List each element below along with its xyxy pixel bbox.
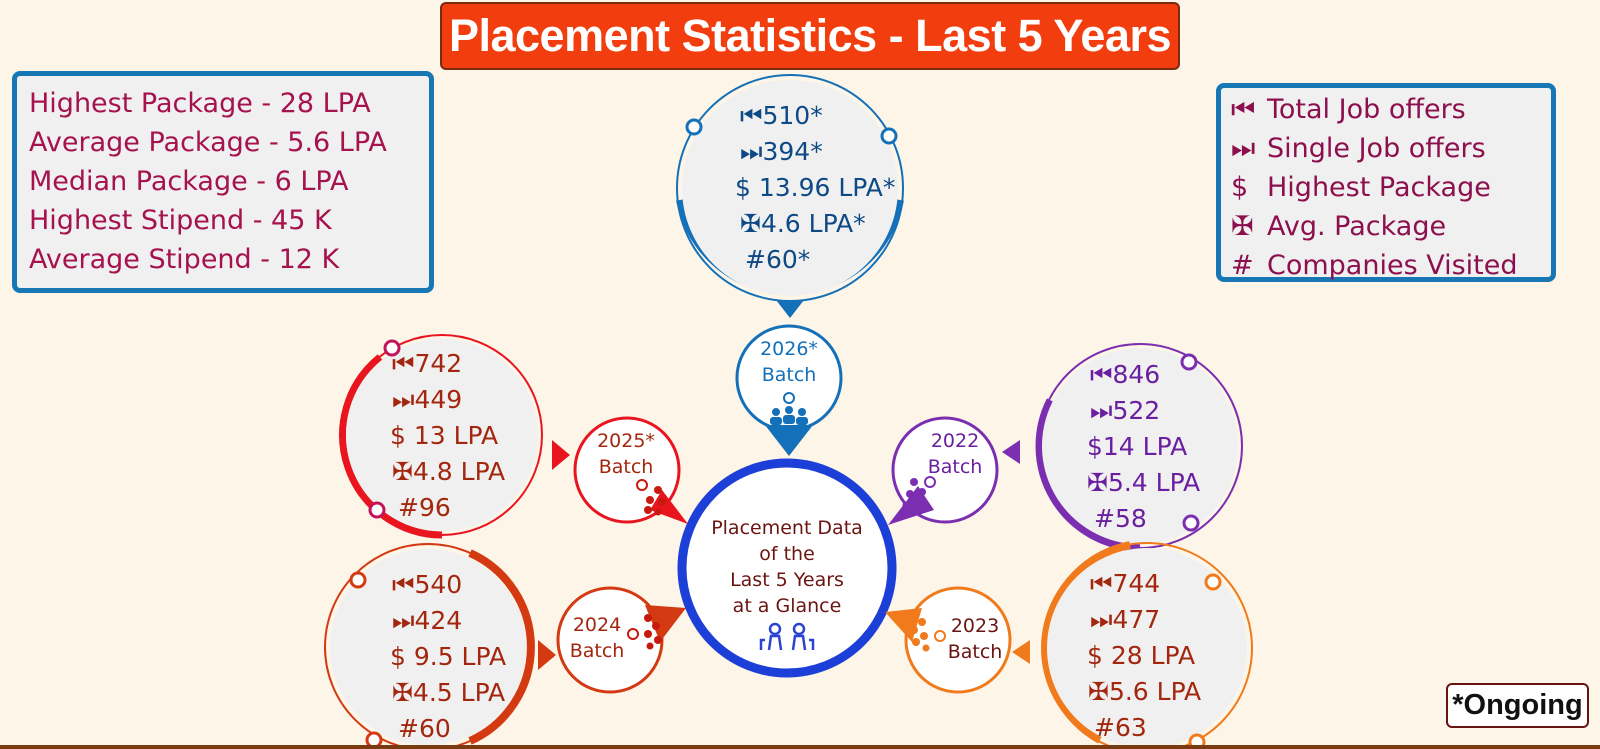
legend-label: Total Job offers [1267,94,1466,125]
legend-label: Single Job offers [1267,133,1486,164]
stat-highest-stipend: Highest Stipend - 45 K [29,205,332,236]
center-hub: Placement Data of the Last 5 Years at a … [677,458,897,678]
batch-2022-year: 2022 [931,430,979,452]
batch-2024-highest-package: $ 9.5 LPA [390,642,506,671]
batch-2023-total-offers: ⏮744 [1090,569,1160,598]
batch-2023-companies: #63 [1094,713,1147,742]
bottom-divider [0,745,1600,749]
legend-total-offers: ⏮ Total Job offers [1231,90,1541,129]
summary-stats-box: Highest Package - 28 LPA Average Package… [12,71,434,293]
batch-2026-highest-package: $ 13.96 LPA* [735,173,895,202]
hash-icon: # [1231,250,1254,281]
batch-2026-single-offers: ⏭394* [740,137,823,166]
legend-box: ⏮ Total Job offers ⏭ Single Job offers $ Hi… [1216,83,1556,282]
people-icon [759,622,815,651]
legend-avg-package: ✠ Avg. Package [1231,207,1541,246]
cross-icon: ✠ [1231,211,1254,242]
batch-2026-companies: #60* [745,245,810,274]
batch-2023-highest-package: $ 28 LPA [1087,641,1195,670]
batch-2024-total-offers: ⏮540 [392,570,462,599]
stat-median-package: Median Package - 6 LPA [29,166,349,197]
rewind-icon: ⏮ [1231,94,1256,125]
batch-2024-avg-package: ✠4.5 LPA [392,678,505,707]
legend-label: Avg. Package [1267,211,1447,242]
center-line-1: Placement Data [711,517,863,539]
batch-2025-companies: #96 [398,493,451,522]
cluster-icon [636,479,666,516]
fast-forward-icon: ⏭ [1231,133,1256,164]
batch-2022-single-offers: ⏭522 [1090,396,1160,425]
batch-2026-year: 2026* [760,338,818,360]
batch-2023-year: 2023 [951,615,999,637]
batch-2025-single-offers: ⏭449 [392,385,462,414]
batch-2025-year: 2025* [597,430,655,452]
batch-2022-highest-package: $14 LPA [1087,432,1187,461]
dollar-icon: $ [1231,172,1249,203]
batch-2022-label: Batch [928,456,983,478]
batch-2025-avg-package: ✠4.8 LPA [392,457,505,486]
cluster-icon [910,618,946,652]
batch-2022-total-offers: ⏮846 [1090,360,1160,389]
ongoing-footnote: *Ongoing [1446,683,1589,728]
batch-2025: ⏮742 ⏭449 $ 13 LPA ✠4.8 LPA #96 2025* Ba… [339,334,688,539]
cluster-icon [627,614,662,650]
cluster-icon [902,476,936,509]
batch-2026-label: Batch [762,364,817,386]
batch-2024-label: Batch [570,640,625,662]
batch-2023-label: Batch [948,641,1003,663]
legend-companies: # Companies Visited [1231,246,1541,285]
batch-2023-single-offers: ⏭477 [1090,605,1160,634]
batch-2023-avg-package: ✠5.6 LPA [1088,677,1201,706]
batch-2024-companies: #60 [398,714,451,743]
batch-2026-avg-package: ✠4.6 LPA* [740,209,866,238]
batch-2022-companies: #58 [1094,504,1147,533]
batch-2022-avg-package: ✠5.4 LPA [1087,468,1200,497]
batch-2026-total-offers: ⏮510* [740,101,823,130]
center-line-3: Last 5 Years [730,569,844,591]
batch-2026: ⏮510* ⏭394* $ 13.96 LPA* ✠4.6 LPA* #60* … [676,74,904,456]
legend-highest-package: $ Highest Package [1231,168,1541,207]
batch-2025-label: Batch [599,456,654,478]
stat-average-package: Average Package - 5.6 LPA [29,127,387,158]
group-icon [770,392,808,425]
center-line-2: of the [759,543,815,565]
legend-label: Companies Visited [1267,250,1518,281]
batch-2025-total-offers: ⏮742 [392,349,462,378]
stat-average-stipend: Average Stipend - 12 K [29,244,340,275]
batch-2024-year: 2024 [573,614,621,636]
page-title: Placement Statistics - Last 5 Years [440,2,1180,70]
batch-2024-single-offers: ⏭424 [392,606,462,635]
stat-highest-package: Highest Package - 28 LPA [29,88,371,119]
batch-2023: ⏮744 ⏭477 $ 28 LPA ✠5.6 LPA #63 2023 Bat… [885,541,1253,749]
center-line-4: at a Glance [733,595,842,617]
batch-2025-highest-package: $ 13 LPA [390,421,498,450]
batch-2022: ⏮846 ⏭522 $14 LPA ✠5.4 LPA #58 2022 Batc… [888,343,1243,552]
legend-label: Highest Package [1267,172,1491,203]
batch-2024: ⏮540 ⏭424 $ 9.5 LPA ✠4.5 LPA #60 2024 Ba… [324,543,686,749]
legend-single-offers: ⏭ Single Job offers [1231,129,1541,168]
